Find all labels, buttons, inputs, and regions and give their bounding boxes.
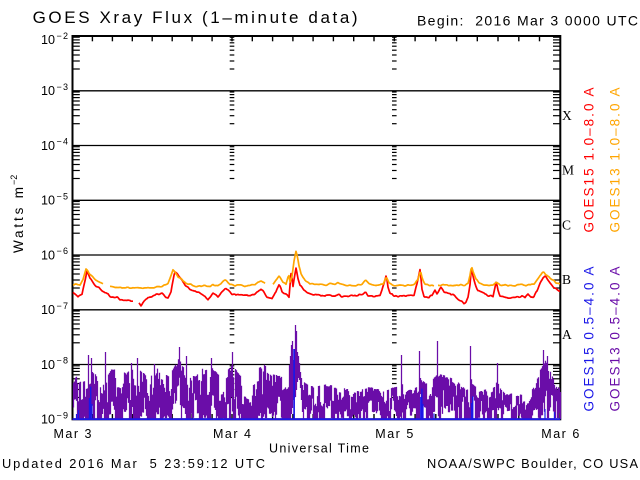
svg-text:GOES15 1.0–8.0 A: GOES15 1.0–8.0 A <box>582 88 597 233</box>
svg-text:10: 10 <box>41 33 55 47</box>
svg-text:Universal Time: Universal Time <box>269 442 369 456</box>
svg-text:Updated 2016 Mar 5 23:59:12 U: Updated 2016 Mar 5 23:59:12 UTC <box>2 456 265 471</box>
svg-text:−6: −6 <box>57 246 69 256</box>
svg-text:−7: −7 <box>57 301 69 311</box>
svg-text:10: 10 <box>41 194 55 208</box>
svg-text:10: 10 <box>41 139 55 153</box>
svg-text:−5: −5 <box>57 192 69 202</box>
svg-text:10: 10 <box>41 358 55 372</box>
svg-text:10: 10 <box>41 84 55 98</box>
svg-text:10: 10 <box>41 413 55 427</box>
svg-text:M: M <box>562 163 574 178</box>
svg-text:GOES Xray Flux (1–minute data): GOES Xray Flux (1–minute data) <box>33 8 358 27</box>
svg-text:C: C <box>562 218 571 233</box>
svg-text:−2: −2 <box>57 31 69 41</box>
svg-text:−8: −8 <box>57 356 69 366</box>
svg-text:B: B <box>562 272 571 287</box>
svg-text:GOES15 0.5–4.0 A: GOES15 0.5–4.0 A <box>582 267 597 412</box>
svg-text:Begin: 2016 Mar 3 0000 UTC: Begin: 2016 Mar 3 0000 UTC <box>417 12 638 28</box>
svg-text:10: 10 <box>41 303 55 317</box>
svg-text:A: A <box>562 327 572 342</box>
svg-text:GOES13 0.5–4.0 A: GOES13 0.5–4.0 A <box>608 267 623 412</box>
svg-text:NOAA/SWPC Boulder, CO USA: NOAA/SWPC Boulder, CO USA <box>427 456 638 471</box>
svg-text:−3: −3 <box>57 82 69 92</box>
svg-text:X: X <box>562 108 572 123</box>
svg-text:−4: −4 <box>57 137 69 147</box>
svg-text:Watts m: Watts m <box>11 187 26 253</box>
svg-text:GOES13 1.0–8.0 A: GOES13 1.0–8.0 A <box>608 88 623 233</box>
svg-text:−2: −2 <box>9 175 19 185</box>
svg-text:−9: −9 <box>57 411 69 421</box>
svg-text:10: 10 <box>41 248 55 262</box>
